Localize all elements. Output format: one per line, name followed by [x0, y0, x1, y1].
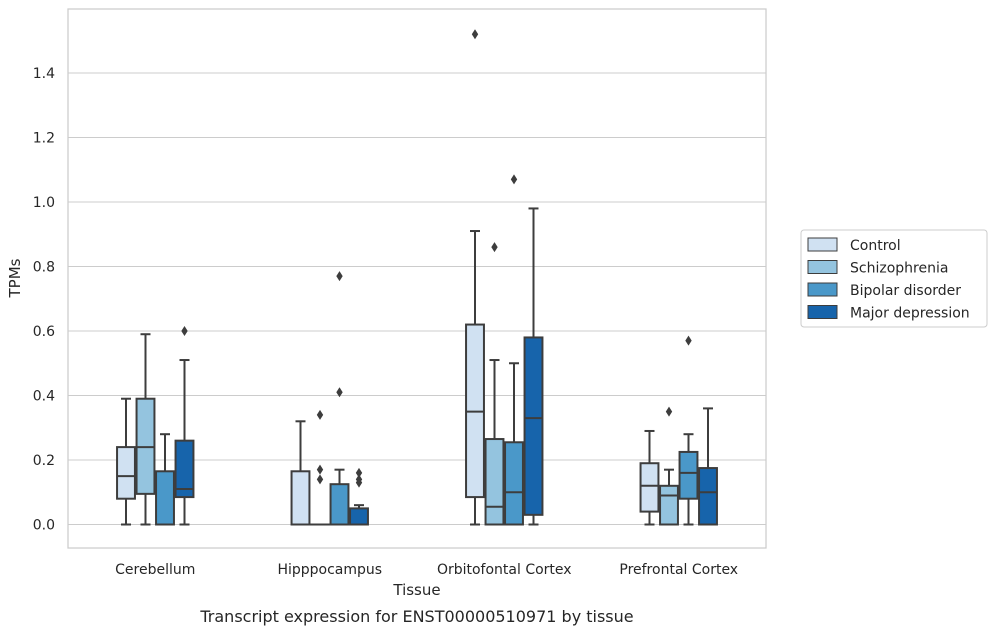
- legend-item: Major depression: [807, 305, 970, 322]
- box-body: [698, 467, 718, 526]
- y-axis-label: TPMs: [6, 258, 24, 298]
- legend-label: Schizophrenia: [850, 261, 948, 277]
- box: [523, 207, 544, 526]
- outlier-point: [336, 271, 343, 282]
- x-tick-label: Prefrontal Cortex: [619, 562, 738, 578]
- x-tick-labels: Cerebellum Hipppocampus Orbitofontal Corte…: [115, 562, 738, 578]
- box-body: [484, 438, 505, 526]
- outlier-point: [355, 467, 363, 478]
- legend-swatch: [807, 260, 838, 274]
- chart-caption: Transcript expression for ENST0000051097…: [199, 607, 633, 626]
- box-body: [116, 446, 136, 500]
- plot-frame: [67, 8, 767, 549]
- outlier-point: [471, 29, 479, 40]
- series-major-depression: [174, 207, 718, 526]
- box: [504, 174, 524, 526]
- outlier-point: [336, 387, 343, 398]
- box: [135, 333, 156, 526]
- box-body: [349, 507, 369, 526]
- box-series: [116, 29, 718, 526]
- box: [155, 433, 175, 526]
- legend-swatch: [807, 237, 838, 252]
- box: [659, 406, 679, 526]
- box-body: [504, 441, 524, 526]
- box: [639, 429, 660, 526]
- y-tick-label: 1.0: [33, 195, 55, 211]
- legend-swatch: [807, 282, 838, 297]
- y-tick-label: 0.2: [33, 453, 55, 469]
- box: [484, 242, 505, 526]
- x-tick-label: Cerebellum: [115, 562, 195, 578]
- box-body: [155, 470, 175, 526]
- y-tick-labels: 0.0 0.2 0.4 0.6 0.8 1.0 1.2 1.4: [33, 66, 55, 534]
- y-tick-label: 0.8: [33, 260, 55, 276]
- gridlines: [68, 72, 766, 526]
- box-body: [639, 462, 660, 513]
- x-tick-label: Orbitofontal Cortex: [437, 562, 572, 578]
- outlier-point: [510, 174, 518, 185]
- box-body: [523, 336, 544, 516]
- series-control: [116, 29, 660, 526]
- box: [329, 271, 350, 526]
- box-body: [290, 470, 311, 526]
- y-tick-label: 0.6: [33, 324, 55, 340]
- box-body: [329, 483, 350, 526]
- series-bipolar-disorder: [155, 174, 699, 526]
- outlier-point: [316, 464, 324, 475]
- legend-frame: [800, 229, 988, 328]
- outlier-point: [316, 409, 324, 420]
- y-tick-label: 1.2: [33, 131, 55, 147]
- series-schizophrenia: [135, 242, 679, 526]
- legend-swatch: [807, 305, 838, 319]
- legend-label: Control: [850, 238, 901, 254]
- box: [349, 467, 369, 526]
- x-axis-label: Tissue: [392, 581, 440, 599]
- legend-item: Control: [807, 237, 901, 254]
- box-body: [174, 439, 195, 499]
- outlier-point: [316, 474, 324, 485]
- box-body: [678, 450, 699, 500]
- outlier-point: [181, 326, 188, 336]
- y-tick-label: 0.0: [33, 518, 55, 534]
- x-tick-label: Hipppocampus: [277, 562, 382, 578]
- box: [678, 335, 699, 526]
- outlier-point: [685, 335, 692, 346]
- box: [465, 29, 485, 526]
- box: [698, 407, 718, 526]
- outlier-point: [355, 474, 363, 485]
- y-tick-label: 1.4: [33, 66, 55, 82]
- outlier-point: [491, 242, 498, 253]
- legend: Control Schizophrenia Bipolar disorder Majo…: [800, 229, 988, 328]
- legend-label: Bipolar disorder: [850, 283, 961, 299]
- legend-item: Bipolar disorder: [807, 282, 961, 299]
- box: [174, 326, 195, 526]
- legend-item: Schizophrenia: [807, 260, 948, 277]
- y-tick-label: 0.4: [33, 389, 55, 405]
- box: [290, 420, 311, 526]
- box: [116, 397, 136, 526]
- box: [310, 409, 330, 526]
- outlier-point: [665, 406, 673, 417]
- box-body: [659, 484, 679, 526]
- legend-label: Major depression: [850, 306, 970, 322]
